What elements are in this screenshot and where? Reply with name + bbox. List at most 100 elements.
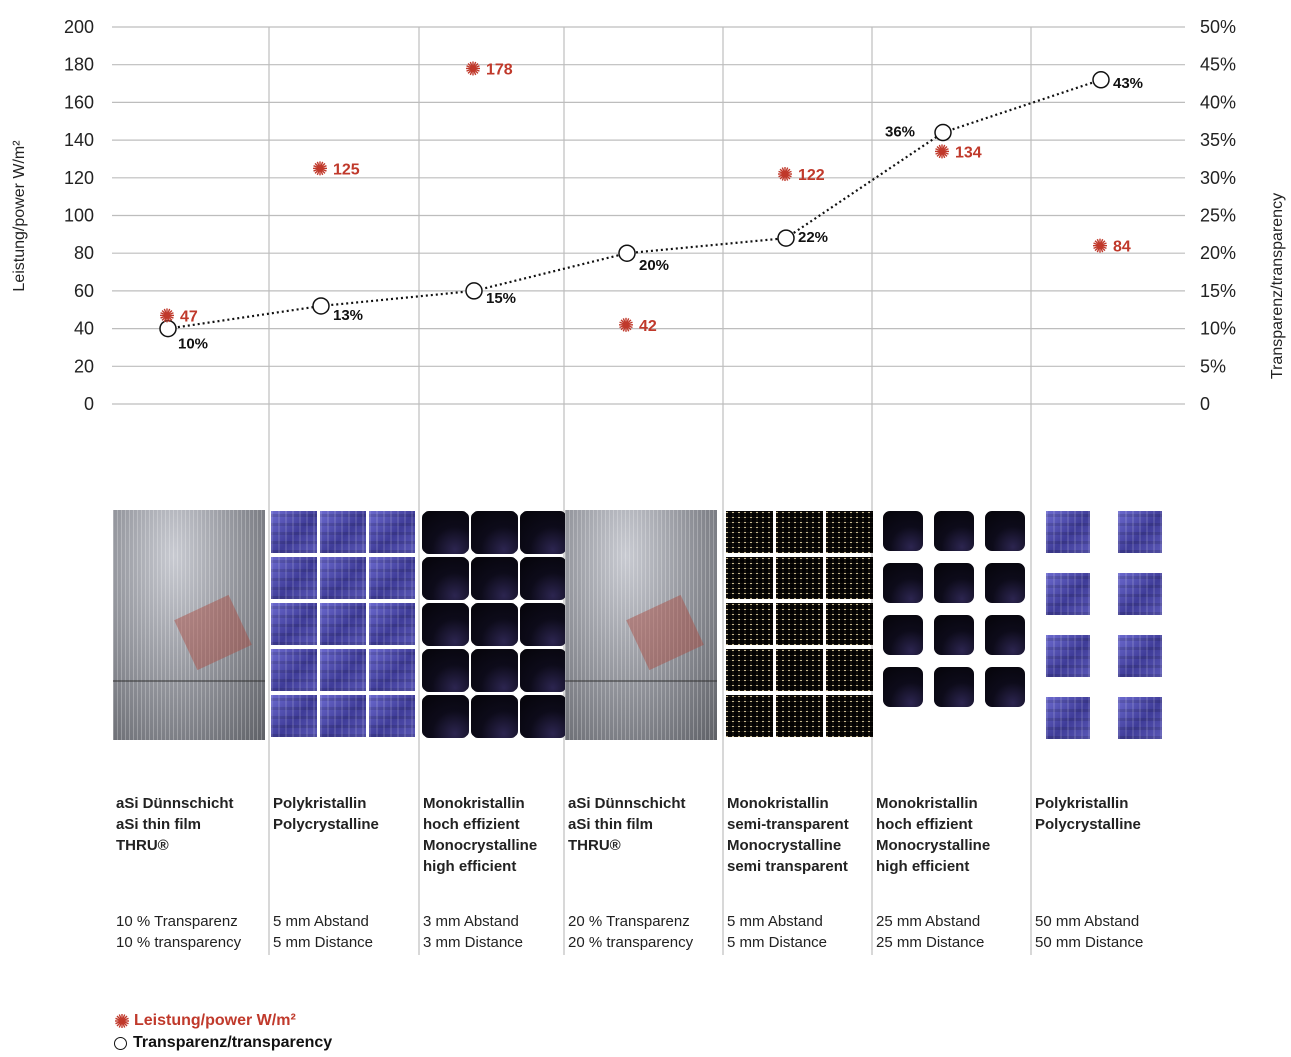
poly-cell xyxy=(271,557,317,599)
transparency-point xyxy=(465,282,483,300)
mono-semi-cell xyxy=(726,557,773,599)
power-point xyxy=(160,308,174,323)
left-tick-label: 20 xyxy=(74,356,94,376)
asi-horizon-line xyxy=(565,680,717,682)
right-tick-label: 0 xyxy=(1200,394,1210,414)
poly-cell xyxy=(320,603,366,645)
poly-cell xyxy=(1118,635,1162,677)
transparency-label: 20% xyxy=(639,257,669,274)
mono-semi-cell xyxy=(776,557,823,599)
mono-cell xyxy=(471,511,518,554)
module-description: aSi Dünnschicht aSi thin film THRU® 20 % … xyxy=(568,793,720,951)
right-tick-label: 40% xyxy=(1200,92,1236,112)
module-spec: 5 mm Abstand 5 mm Distance xyxy=(727,913,828,951)
module-name: aSi Dünnschicht aSi thin film THRU® xyxy=(116,795,234,854)
module-name: Monokristallin semi-transparent Monocrys… xyxy=(727,795,849,875)
mono-semi-cell xyxy=(726,695,773,737)
mono-cell xyxy=(883,563,923,603)
poly-cell xyxy=(271,511,317,553)
module-description: Monokristallin semi-transparent Monocrys… xyxy=(727,793,879,951)
power-label: 47 xyxy=(180,308,198,325)
poly-cell xyxy=(1118,511,1162,553)
right-tick-label: 20% xyxy=(1200,243,1236,263)
right-tick-label: 35% xyxy=(1200,130,1236,150)
left-tick-label: 160 xyxy=(64,92,94,112)
legend-item-power: Leistung/power W/m² xyxy=(114,1010,332,1032)
mono-cell xyxy=(422,603,469,646)
poly-cell xyxy=(369,603,415,645)
left-tick-label: 100 xyxy=(64,206,94,226)
poly-cell xyxy=(271,603,317,645)
mono-cell xyxy=(985,667,1025,707)
mono-cell xyxy=(422,557,469,600)
asterisk-icon xyxy=(115,1014,129,1028)
module-description: Monokristallin hoch effizient Monocrysta… xyxy=(876,793,1028,951)
poly-cell xyxy=(369,557,415,599)
mono-semi-cell xyxy=(726,511,773,553)
transparency-point xyxy=(159,319,177,338)
poly-cell xyxy=(369,511,415,553)
right-tick-label: 15% xyxy=(1200,281,1236,301)
poly-cell xyxy=(1118,697,1162,739)
left-tick-label: 120 xyxy=(64,168,94,188)
module-image xyxy=(420,510,572,740)
module-description: Monokristallin hoch effizient Monocrysta… xyxy=(423,793,575,951)
module-spec: 50 mm Abstand 50 mm Distance xyxy=(1035,913,1144,951)
module-name: Monokristallin hoch effizient Monocrysta… xyxy=(423,795,538,875)
power-label: 125 xyxy=(333,161,360,178)
poly-cell xyxy=(271,649,317,691)
mono-semi-cell xyxy=(776,695,823,737)
module-image xyxy=(270,510,422,740)
circle-icon xyxy=(114,1036,127,1050)
legend-label-transparency: Transparenz/transparency xyxy=(133,1034,333,1051)
mono-cell xyxy=(471,695,518,738)
left-tick-label: 0 xyxy=(84,394,94,414)
left-tick-label: 60 xyxy=(74,281,94,301)
mono-semi-cell xyxy=(826,557,873,599)
right-tick-label: 30% xyxy=(1200,168,1236,188)
legend-label-power: Leistung/power W/m² xyxy=(134,1012,296,1029)
mono-cell xyxy=(934,667,974,707)
module-spec: 20 % Transparenz 20 % transparency xyxy=(568,913,694,951)
poly-cell xyxy=(320,695,366,737)
module-spec: 5 mm Abstand 5 mm Distance xyxy=(273,913,374,951)
poly-cell xyxy=(1046,697,1090,739)
right-tick-label: 5% xyxy=(1200,356,1226,376)
power-label: 42 xyxy=(639,318,657,335)
module-image xyxy=(565,510,717,740)
poly-cell xyxy=(1046,511,1090,553)
power-point xyxy=(466,61,480,76)
transparency-label: 43% xyxy=(1113,75,1143,92)
mono-cell xyxy=(934,511,974,551)
poly-cell xyxy=(320,557,366,599)
right-axis-ticks: 0 5% 10% 15% 20% 25% 30% 35% 40% 45% 50% xyxy=(1200,17,1236,414)
mono-cell xyxy=(422,695,469,738)
power-label: 122 xyxy=(798,167,825,184)
module-description: aSi Dünnschicht aSi thin film THRU® 10 % … xyxy=(116,793,268,951)
right-tick-label: 45% xyxy=(1200,55,1236,75)
power-label: 178 xyxy=(486,61,513,78)
mono-cell xyxy=(422,511,469,554)
module-name: Polykristallin Polycrystalline xyxy=(1035,795,1141,833)
module-image xyxy=(873,510,1025,740)
legend-item-transparency: Transparenz/transparency xyxy=(114,1032,332,1054)
power-point xyxy=(313,161,327,176)
transparency-point xyxy=(312,297,330,315)
transparency-label: 22% xyxy=(798,229,828,246)
transparency-point xyxy=(1092,71,1110,89)
left-axis-ticks: 0 20 40 60 80 100 120 140 160 180 200 xyxy=(64,17,94,414)
transparency-label: 13% xyxy=(333,307,363,324)
left-tick-label: 200 xyxy=(64,17,94,37)
module-spec: 25 mm Abstand 25 mm Distance xyxy=(876,913,985,951)
mono-cell xyxy=(520,695,567,738)
power-point xyxy=(778,167,792,182)
mono-cell xyxy=(883,511,923,551)
module-name: Polykristallin Polycrystalline xyxy=(273,795,379,833)
mono-semi-cell xyxy=(826,603,873,645)
mono-cell xyxy=(985,615,1025,655)
transparency-point xyxy=(777,229,795,247)
module-name: Monokristallin hoch effizient Monocrysta… xyxy=(876,795,991,875)
right-axis-title: Transparenz/transparency xyxy=(1269,193,1286,379)
mono-cell xyxy=(471,649,518,692)
transparency-point xyxy=(618,244,636,262)
